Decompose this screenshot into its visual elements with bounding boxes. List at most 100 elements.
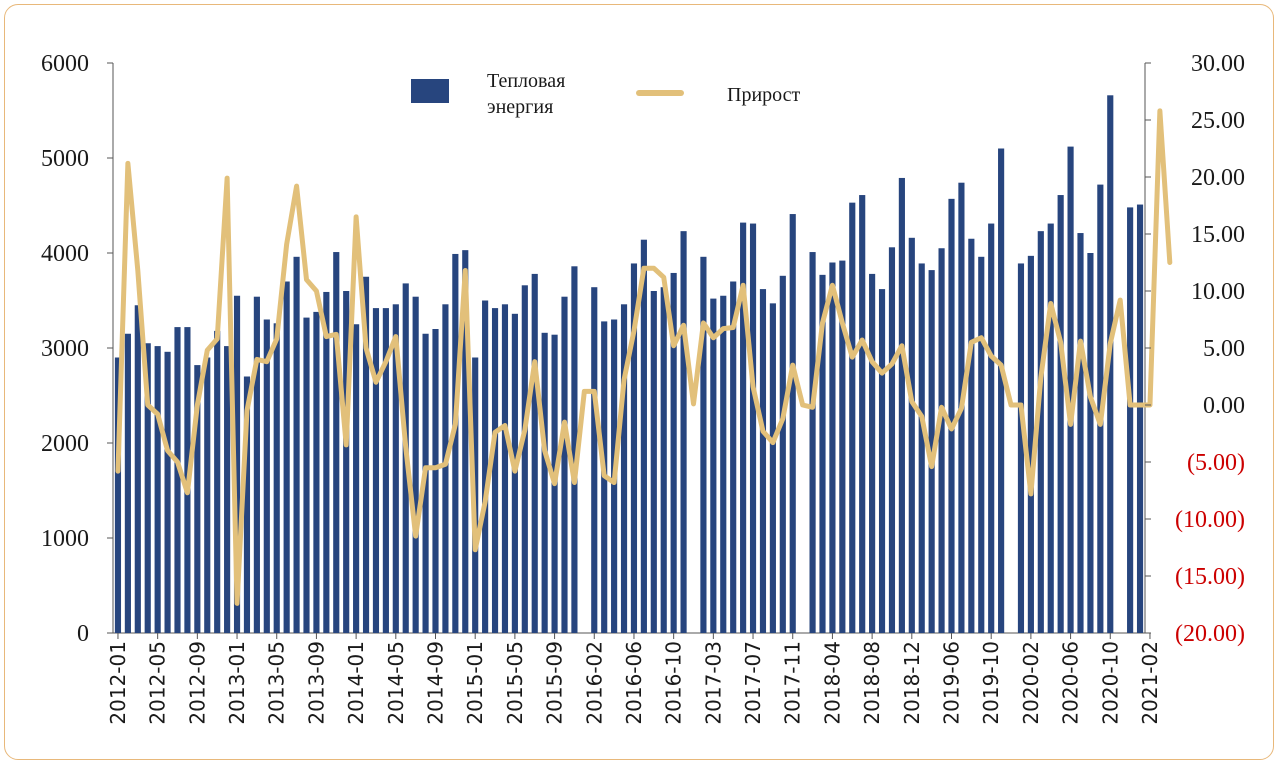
bar <box>1057 195 1064 634</box>
bar <box>372 308 380 633</box>
x-tick-label: 2016-10 <box>662 641 686 725</box>
x-tick-label: 2013-01 <box>225 641 249 725</box>
bar <box>660 287 667 633</box>
x-tick-label: 2012-09 <box>185 641 209 725</box>
bar <box>1047 223 1054 634</box>
y-right-tick-label: (20.00) <box>1175 621 1245 647</box>
chart-frame: 0 1000 2000 3000 4000 5000 6000 30.00 25.00 20.00… <box>4 4 1274 760</box>
bar <box>869 273 876 633</box>
x-tick-label: 2018-12 <box>900 641 924 725</box>
bar <box>293 256 300 633</box>
x-tick-label: 2014-05 <box>384 641 408 725</box>
bar <box>541 332 548 633</box>
y-right-tick-label: 25.00 <box>1191 108 1245 134</box>
ticks-layer: 0 1000 2000 3000 4000 5000 6000 30.00 25.00 20.00… <box>41 51 1245 725</box>
x-tick-label: 2013-05 <box>265 641 289 725</box>
y-left-tick-label: 6000 <box>41 51 89 77</box>
bar <box>1127 207 1134 633</box>
x-tick-label: 2018-08 <box>860 641 884 725</box>
bar <box>720 295 727 633</box>
bar <box>740 222 747 633</box>
bar <box>144 343 151 633</box>
bar <box>650 291 657 633</box>
x-tick-label: 2020-10 <box>1098 641 1122 725</box>
y-right-tick-label: 10.00 <box>1191 279 1245 305</box>
line-layer <box>115 108 1173 606</box>
bar <box>819 274 826 633</box>
bar <box>998 148 1005 633</box>
bar <box>362 276 370 633</box>
x-tick-label: 2021-02 <box>1138 641 1162 725</box>
bar <box>114 357 122 633</box>
bar <box>412 296 419 633</box>
bar <box>948 198 955 633</box>
bar <box>898 177 905 633</box>
bar <box>849 202 856 633</box>
y-right-tick-label: 0.00 <box>1203 393 1245 419</box>
y-left-tick-label: 4000 <box>41 241 89 267</box>
bar <box>462 250 469 633</box>
bar <box>164 351 171 633</box>
y-right-tick-label: 5.00 <box>1203 336 1245 362</box>
bar <box>253 296 260 633</box>
bar <box>670 272 677 633</box>
legend-label-bar-line2: энергия <box>487 96 553 118</box>
y-left-tick-label: 1000 <box>41 526 89 552</box>
bar <box>392 304 399 633</box>
legend: Тепловая энергия Прирост <box>411 70 801 118</box>
bar <box>243 376 251 633</box>
bar <box>124 333 131 633</box>
bar <box>313 311 320 633</box>
bar <box>759 289 767 633</box>
y-right-tick-label: 15.00 <box>1191 222 1245 248</box>
x-tick-label: 2017-07 <box>741 641 765 725</box>
bar <box>1037 231 1044 633</box>
chart-canvas: 0 1000 2000 3000 4000 5000 6000 30.00 25.00 20.00… <box>41 51 1245 725</box>
legend-swatch-bar <box>411 79 449 103</box>
bar <box>918 263 925 633</box>
x-tick-label: 2012-05 <box>146 641 170 725</box>
bar <box>174 327 181 633</box>
bar <box>442 304 449 633</box>
x-tick-label: 2017-11 <box>781 641 805 725</box>
legend-label-bar-line1: Тепловая <box>487 70 565 92</box>
bar <box>700 256 707 633</box>
y-right-tick-label: (5.00) <box>1187 450 1245 476</box>
bar <box>1017 263 1025 633</box>
bar <box>194 365 201 633</box>
bar <box>323 291 330 633</box>
x-tick-label: 2014-01 <box>344 641 368 725</box>
bar <box>789 214 796 634</box>
bar <box>353 324 360 633</box>
bar <box>382 308 389 633</box>
bar <box>204 357 211 633</box>
bar <box>749 223 757 634</box>
bar <box>452 253 459 633</box>
bar <box>630 263 638 633</box>
bar <box>769 303 776 633</box>
bar <box>273 323 280 633</box>
bar <box>938 248 945 633</box>
x-tick-label: 2017-03 <box>701 641 725 725</box>
bar <box>978 256 985 633</box>
bar <box>214 330 221 633</box>
bar <box>1027 255 1034 633</box>
bar <box>283 281 290 633</box>
bar <box>680 231 687 633</box>
x-tick-label: 2016-06 <box>622 641 646 725</box>
bar <box>829 262 836 633</box>
bar <box>710 298 717 633</box>
y-left-tick-label: 5000 <box>41 146 89 172</box>
bar <box>908 237 915 634</box>
bar <box>968 238 975 633</box>
y-right-tick-label: 20.00 <box>1191 165 1245 191</box>
x-tick-label: 2015-01 <box>463 641 487 725</box>
x-tick-label: 2019-06 <box>940 641 964 725</box>
y-left-tick-label: 3000 <box>41 336 89 362</box>
bar <box>134 305 141 633</box>
y-right-tick-label: (10.00) <box>1175 507 1245 533</box>
y-right-tick-label: (15.00) <box>1175 564 1245 590</box>
x-tick-label: 2019-10 <box>979 641 1003 725</box>
bar <box>809 252 816 634</box>
x-tick-label: 2020-06 <box>1059 641 1083 725</box>
